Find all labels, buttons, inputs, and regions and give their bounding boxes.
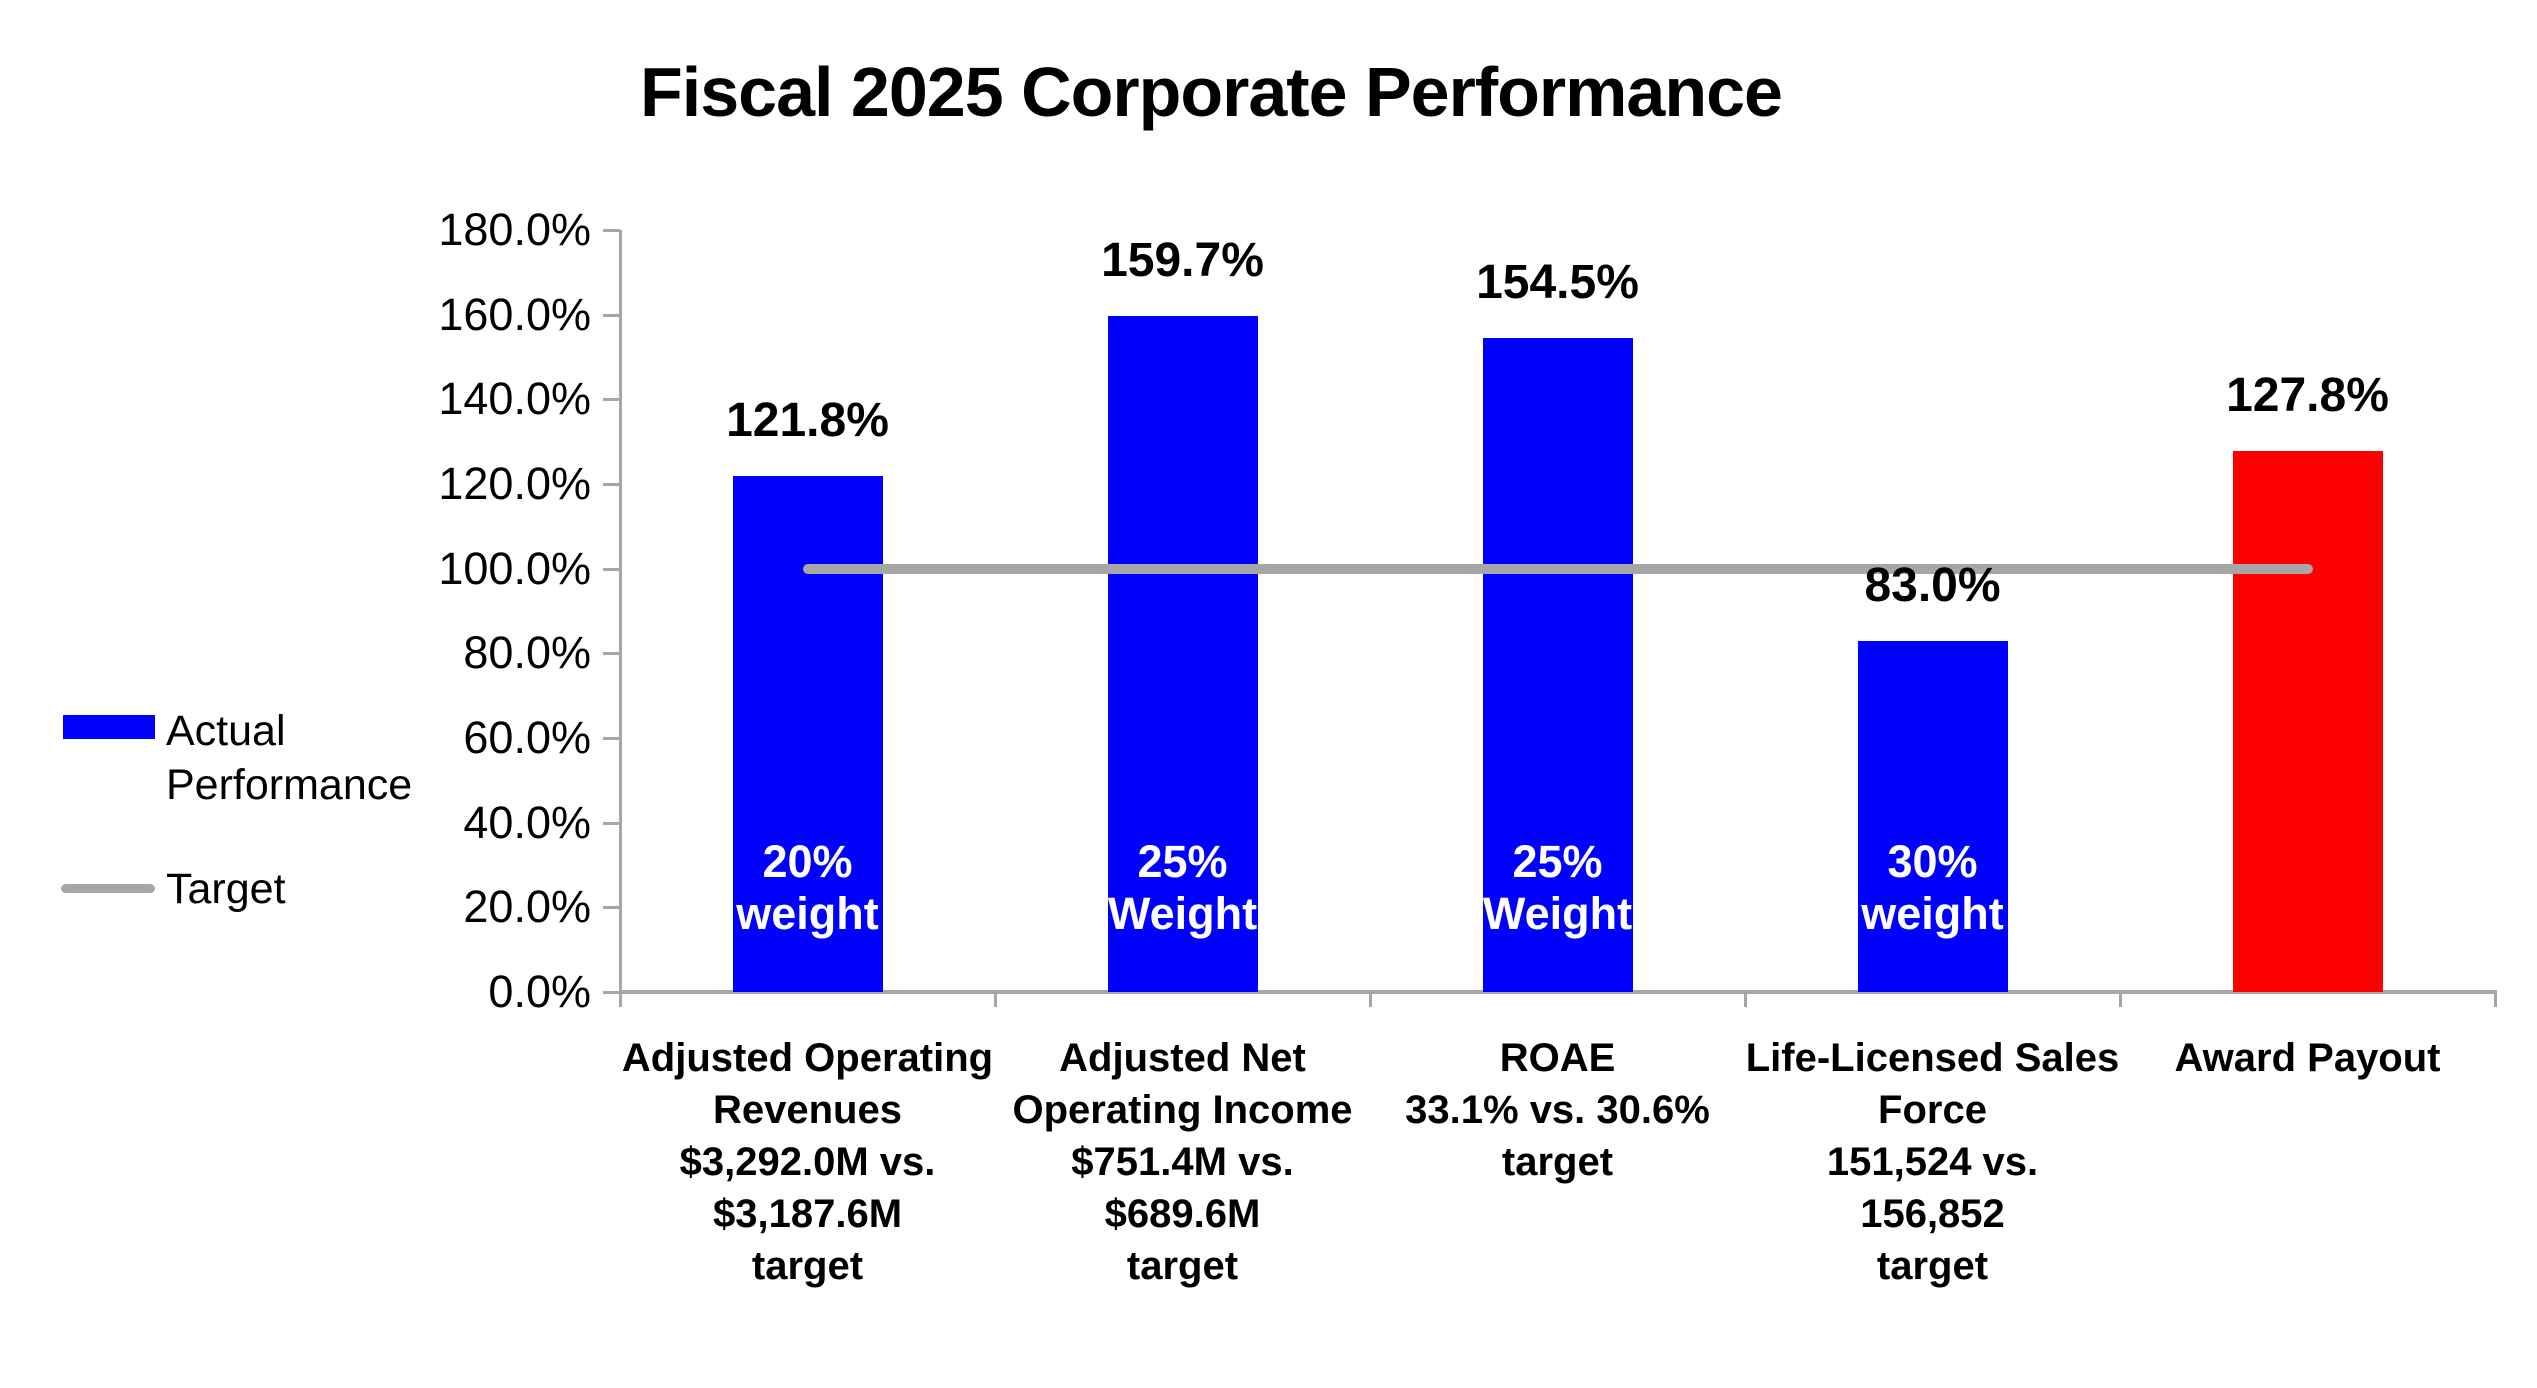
y-tick-label: 180.0% <box>438 204 591 255</box>
x-tick <box>994 992 997 1007</box>
y-tick <box>603 652 620 656</box>
bar-weight-label-3: 25% Weight <box>1482 836 1633 939</box>
x-tick <box>1744 992 1747 1007</box>
bar-4 <box>1857 640 2008 992</box>
bar-value-label-2: 159.7% <box>1101 233 1264 287</box>
legend-line-target <box>61 884 155 893</box>
bar-5 <box>2232 450 2383 992</box>
y-tick-label: 0.0% <box>488 966 591 1017</box>
legend-label-actual-performance: Actual Performance <box>166 707 413 809</box>
legend-label-target: Target <box>166 865 286 913</box>
legend-swatch-actual-performance <box>63 715 155 739</box>
x-tick <box>619 992 622 1007</box>
y-tick <box>603 737 620 740</box>
bar-value-label-3: 154.5% <box>1476 255 1639 309</box>
y-tick <box>603 567 620 571</box>
y-tick <box>603 398 620 402</box>
x-tick <box>1369 992 1372 1007</box>
y-tick-label: 20.0% <box>463 881 591 933</box>
category-label-4: Life-Licensed Sales Force 151,524 vs. 156,8… <box>1745 1036 2120 1288</box>
x-axis-line <box>619 990 2497 994</box>
bar-1 <box>732 476 883 992</box>
y-tick-label: 140.0% <box>438 373 591 425</box>
y-tick-label: 100.0% <box>438 542 591 594</box>
bar-value-label-1: 121.8% <box>726 394 889 448</box>
y-tick-label: 40.0% <box>463 796 591 848</box>
bar-3 <box>1482 337 1633 992</box>
category-label-5: Award Payout <box>2174 1036 2441 1080</box>
y-tick <box>603 483 620 486</box>
chart-title: Fiscal 2025 Corporate Performance <box>640 53 1783 131</box>
y-axis-line <box>619 230 622 1007</box>
y-tick-label: 60.0% <box>463 712 591 763</box>
target-line <box>802 563 2313 574</box>
y-tick-label: 160.0% <box>438 288 591 340</box>
category-label-2: Adjusted Net Operating Income $751.4M vs. $… <box>1012 1036 1353 1288</box>
bar-value-label-5: 127.8% <box>2226 368 2389 422</box>
y-tick-label: 120.0% <box>438 458 591 509</box>
x-tick <box>2119 992 2122 1007</box>
x-tick <box>2494 992 2497 1007</box>
y-tick <box>603 821 620 825</box>
y-tick <box>603 991 620 994</box>
bar-value-label-4: 83.0% <box>1864 558 2001 612</box>
category-label-1: Adjusted Operating Revenues $3,292.0M vs. $… <box>621 1036 994 1288</box>
bar-weight-label-4: 30% weight <box>1861 836 2004 939</box>
bar-weight-label-2: 25% Weight <box>1107 836 1258 939</box>
y-tick <box>603 313 620 317</box>
bar-2 <box>1107 315 1258 992</box>
y-tick <box>603 906 620 910</box>
bar-weight-label-1: 20% weight <box>736 836 879 939</box>
y-tick-label: 80.0% <box>463 627 591 679</box>
y-tick <box>603 229 620 232</box>
category-label-3: ROAE 33.1% vs. 30.6% target <box>1405 1036 1710 1184</box>
